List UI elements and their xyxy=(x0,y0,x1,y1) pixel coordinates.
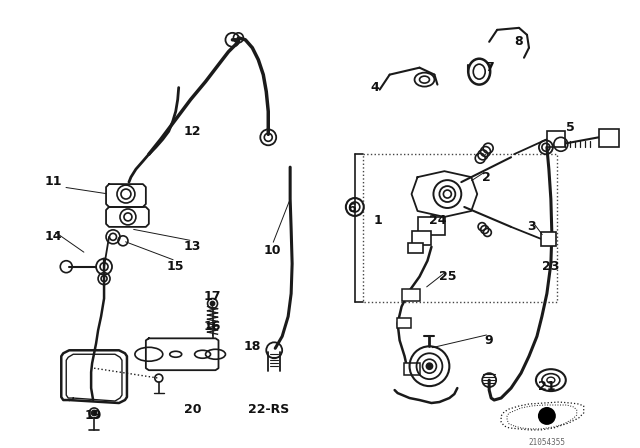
Polygon shape xyxy=(412,171,477,217)
Circle shape xyxy=(92,410,97,415)
Polygon shape xyxy=(106,184,146,207)
Circle shape xyxy=(211,302,214,306)
Polygon shape xyxy=(146,338,218,370)
Bar xyxy=(363,154,557,302)
Text: 15: 15 xyxy=(167,260,184,273)
Text: 16: 16 xyxy=(204,320,221,333)
Text: 12: 12 xyxy=(184,125,202,138)
Text: 25: 25 xyxy=(438,270,456,283)
Text: 1: 1 xyxy=(373,215,382,228)
Text: 5: 5 xyxy=(566,121,575,134)
Bar xyxy=(397,319,410,328)
Text: 14: 14 xyxy=(45,230,62,243)
Text: 21054355: 21054355 xyxy=(529,438,565,447)
Circle shape xyxy=(538,407,556,425)
Bar xyxy=(541,232,556,246)
Text: 18: 18 xyxy=(244,340,261,353)
Text: 10: 10 xyxy=(264,244,281,257)
Polygon shape xyxy=(106,207,149,227)
Bar xyxy=(404,363,419,375)
Text: 8: 8 xyxy=(515,35,524,48)
Bar xyxy=(401,289,419,301)
Circle shape xyxy=(426,363,433,369)
Text: 9: 9 xyxy=(485,334,493,347)
Text: 24: 24 xyxy=(429,215,446,228)
Bar xyxy=(412,231,431,245)
Text: 20: 20 xyxy=(184,404,202,417)
Bar xyxy=(408,243,424,253)
Text: 21: 21 xyxy=(538,379,556,392)
Text: 3: 3 xyxy=(527,220,536,233)
Text: 11: 11 xyxy=(45,175,62,188)
Text: 2: 2 xyxy=(482,171,490,184)
Text: 22-RS: 22-RS xyxy=(248,404,289,417)
Text: 23: 23 xyxy=(542,260,559,273)
Text: 6: 6 xyxy=(348,202,356,215)
Bar xyxy=(417,217,445,235)
Bar xyxy=(598,129,618,147)
Text: 19: 19 xyxy=(84,409,102,422)
Text: 4: 4 xyxy=(371,81,379,94)
Text: 13: 13 xyxy=(184,240,202,253)
Bar xyxy=(547,131,564,147)
Text: 17: 17 xyxy=(204,290,221,303)
Text: 7: 7 xyxy=(484,61,493,74)
